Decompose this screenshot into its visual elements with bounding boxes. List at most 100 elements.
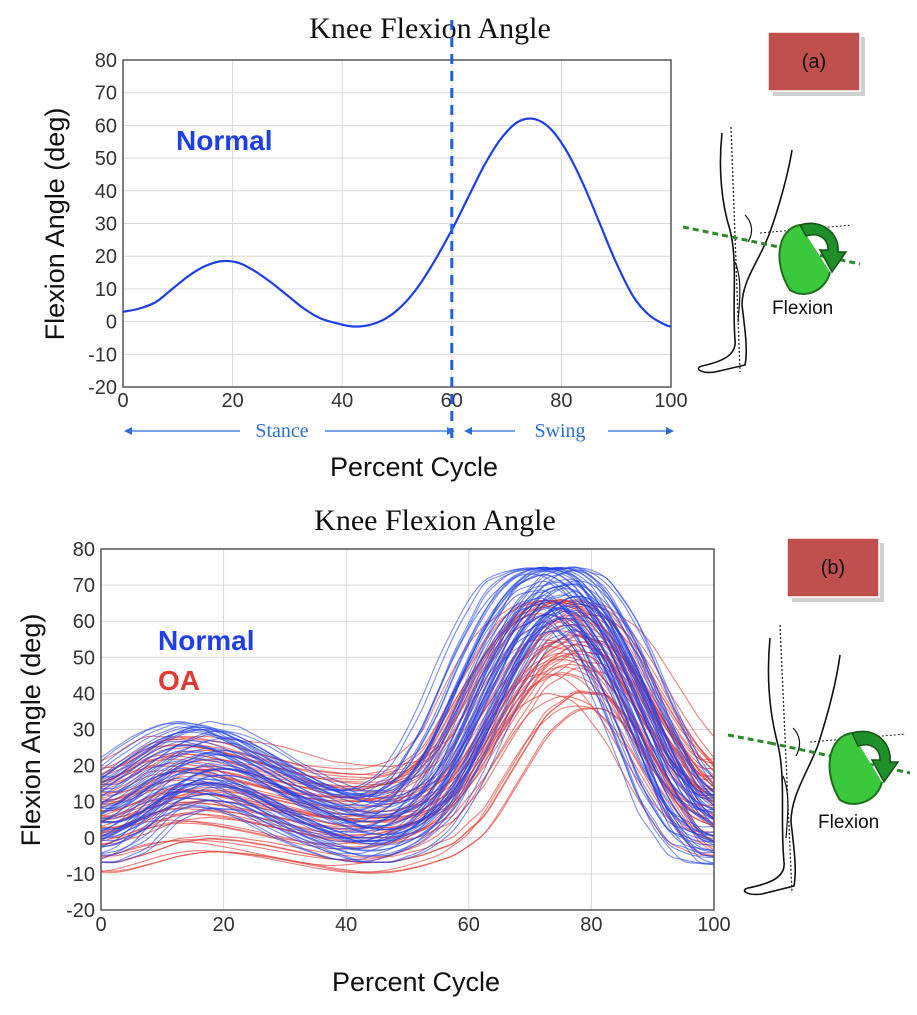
knee-flexion-diagram: Flexion [682,126,861,374]
y-tick-label: 80 [73,539,95,561]
knee-detail-icon [782,727,801,839]
panel-a-title: Knee Flexion Angle [309,12,551,45]
panel-a-plot-frame [122,59,672,388]
flexion-caption: Flexion [772,298,833,319]
knee-flexion-diagram: Flexion [727,624,911,896]
x-tick-label: 80 [580,914,602,936]
phase-arrows: Stance Swing [124,420,674,442]
arrowhead-icon [124,427,132,435]
y-tick-label: -10 [88,344,117,366]
axis-line [779,624,793,894]
y-tick-label: 50 [73,647,95,669]
panel-a-grid [122,59,672,388]
x-tick-label: 0 [117,390,128,412]
x-tick-label: 40 [335,914,357,936]
y-tick-label: 30 [73,720,95,742]
series-normal-curve [100,582,715,819]
series-normal-curve [100,629,715,864]
series-normal-curve [100,621,715,859]
y-tick-label: 40 [73,683,95,705]
badge-box [786,537,880,598]
y-tick-label: 40 [95,181,117,203]
series-normal-curve [100,602,715,842]
panel-b-y-axis-label: Flexion Angle (deg) [16,614,46,847]
panel-a: Knee Flexion Angle -20 -10 0 10 20 30 40 50 60 70… [40,12,865,482]
leg-outline-icon [743,637,841,896]
thigh-dash-line [727,733,771,745]
y-tick-label: 60 [73,611,95,633]
x-tick-label: 20 [221,390,243,412]
series-normal-curve [100,567,715,796]
panel-a-y-axis-label: Flexion Angle (deg) [40,108,70,341]
panel-b-badge: (b) [786,537,884,602]
series-normal-curve [100,567,715,797]
y-tick-label: 30 [95,214,117,236]
series-normal-curve [100,597,715,836]
panel-a-y-ticks: -20 -10 0 10 20 30 40 50 60 70 80 [88,50,117,399]
panel-b-x-ticks: 0 20 40 60 80 100 [95,914,730,936]
y-tick-label: 60 [95,115,117,137]
rotation-arrow-icon [778,224,831,295]
series-oa-curve [100,707,715,874]
reference-line [759,224,853,234]
x-tick-label: 100 [654,390,687,412]
y-tick-label: 0 [106,312,117,334]
series-normal-line [122,117,672,328]
panel-a-badge: (a) [767,31,865,96]
series-normal-curve [100,626,715,864]
panel-b-legend-oa: OA [158,665,200,696]
arrowhead-icon [447,427,455,435]
series-normal-curve [100,603,715,835]
panel-b-title: Knee Flexion Angle [314,504,556,537]
panel-b-series [100,566,715,874]
series-normal-curve [100,628,715,865]
x-tick-label: 0 [95,914,106,936]
series-normal-curve [100,566,715,792]
y-tick-label: 80 [95,50,117,72]
x-tick-label: 40 [331,390,353,412]
series-oa-curve [100,666,715,839]
y-tick-label: 20 [95,246,117,268]
series-normal-curve [100,603,715,842]
y-tick-label: 10 [95,279,117,301]
arrowhead-icon [666,427,674,435]
series-normal-curve [100,581,715,819]
series-normal-curve [100,595,715,830]
panel-b-x-axis-label: Percent Cycle [332,967,500,997]
series-normal-curve [100,600,715,837]
y-tick-label: 50 [95,148,117,170]
y-tick-label: 70 [95,83,117,105]
badge-label: (a) [802,51,826,73]
rotation-arrowhead-icon [798,222,848,274]
series-normal-curve [100,573,715,811]
leg-outline-icon [697,132,793,374]
panel-b-plot-frame [100,548,715,911]
panel-a-legend-normal: Normal [176,125,272,156]
series-normal-curve [100,569,715,805]
y-tick-label: -20 [88,377,117,399]
x-tick-label: 80 [550,390,572,412]
y-tick-label: 10 [73,792,95,814]
series-normal-curve [100,589,715,828]
panel-b: Knee Flexion Angle -20 -10 0 10 20 30 40 50 60 70… [16,504,911,997]
series-normal-curve [100,566,715,803]
swing-label: Swing [534,420,585,442]
stance-label: Stance [255,420,308,442]
series-normal-curve [100,594,715,828]
x-tick-label: 100 [697,914,730,936]
badge-box [767,31,861,92]
panel-b-y-ticks: -20 -10 0 10 20 30 40 50 60 70 80 [66,539,95,922]
panel-a-x-axis-label: Percent Cycle [330,452,498,482]
axis-line [730,126,741,373]
flexion-caption: Flexion [818,812,879,833]
series-normal-curve [100,595,715,834]
panel-a-series [122,117,672,328]
y-tick-label: 0 [84,828,95,850]
y-tick-label: 20 [73,756,95,778]
knee-detail-icon [734,214,753,323]
badge-label: (b) [821,557,845,579]
rotation-arrowhead-icon [850,730,900,784]
y-tick-label: -10 [66,864,95,886]
series-normal-curve [100,583,715,819]
